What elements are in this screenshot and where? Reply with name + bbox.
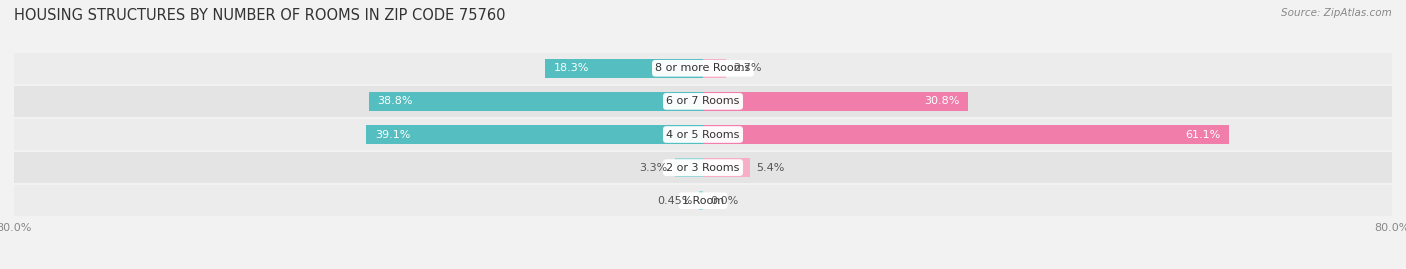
Bar	[368, 92, 703, 111]
Bar	[699, 191, 703, 210]
Bar	[14, 186, 1392, 216]
Text: 0.45%: 0.45%	[657, 196, 692, 206]
Text: 61.1%: 61.1%	[1185, 129, 1220, 140]
Text: 30.8%: 30.8%	[924, 96, 960, 107]
Text: 8 or more Rooms: 8 or more Rooms	[655, 63, 751, 73]
Text: 39.1%: 39.1%	[375, 129, 411, 140]
Bar	[703, 125, 1229, 144]
Bar	[14, 86, 1392, 117]
Text: 2.7%: 2.7%	[733, 63, 762, 73]
Text: 3.3%: 3.3%	[640, 162, 668, 173]
Text: 1 Room: 1 Room	[682, 196, 724, 206]
Text: 2 or 3 Rooms: 2 or 3 Rooms	[666, 162, 740, 173]
Text: 18.3%: 18.3%	[554, 63, 589, 73]
Text: Source: ZipAtlas.com: Source: ZipAtlas.com	[1281, 8, 1392, 18]
Text: 0.0%: 0.0%	[710, 196, 738, 206]
Bar	[703, 92, 969, 111]
Text: 38.8%: 38.8%	[377, 96, 413, 107]
Text: 4 or 5 Rooms: 4 or 5 Rooms	[666, 129, 740, 140]
Bar	[14, 119, 1392, 150]
Text: 6 or 7 Rooms: 6 or 7 Rooms	[666, 96, 740, 107]
Bar	[14, 53, 1392, 83]
Text: 5.4%: 5.4%	[756, 162, 785, 173]
Bar	[546, 59, 703, 78]
Text: HOUSING STRUCTURES BY NUMBER OF ROOMS IN ZIP CODE 75760: HOUSING STRUCTURES BY NUMBER OF ROOMS IN…	[14, 8, 506, 23]
Bar	[367, 125, 703, 144]
Bar	[14, 152, 1392, 183]
Bar	[675, 158, 703, 177]
Bar	[703, 158, 749, 177]
Bar	[703, 59, 727, 78]
